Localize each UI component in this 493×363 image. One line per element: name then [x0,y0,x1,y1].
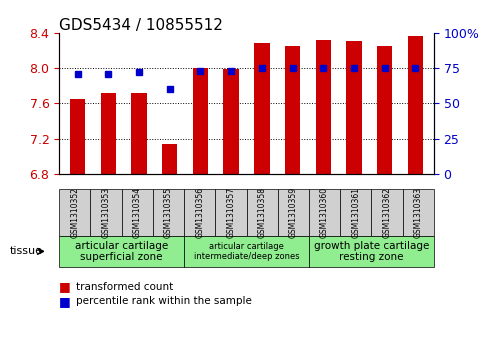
Text: GSM1310354: GSM1310354 [133,187,141,238]
Text: articular cartilage
intermediate/deep zones: articular cartilage intermediate/deep zo… [194,242,299,261]
Text: tissue: tissue [10,246,43,256]
Text: GDS5434 / 10855512: GDS5434 / 10855512 [59,18,223,33]
Bar [193,68,208,174]
Bar [377,46,392,174]
Text: GSM1310356: GSM1310356 [195,187,204,238]
Text: GSM1310361: GSM1310361 [352,187,360,238]
Text: GSM1310363: GSM1310363 [414,187,423,238]
Text: GSM1310362: GSM1310362 [383,187,391,238]
Text: GSM1310360: GSM1310360 [320,187,329,238]
Text: transformed count: transformed count [76,282,174,292]
Text: articular cartilage
superficial zone: articular cartilage superficial zone [75,241,168,262]
Bar [408,36,423,174]
Bar [223,69,239,174]
Text: GSM1310359: GSM1310359 [289,187,298,238]
Bar [254,43,270,174]
Text: ■: ■ [59,280,71,293]
Text: GSM1310353: GSM1310353 [102,187,110,238]
Bar [285,46,300,174]
Text: GSM1310355: GSM1310355 [164,187,173,238]
Bar [316,40,331,174]
Bar [162,144,177,174]
Bar [346,41,362,174]
Text: growth plate cartilage
resting zone: growth plate cartilage resting zone [314,241,429,262]
Bar [70,99,85,174]
Text: GSM1310357: GSM1310357 [226,187,235,238]
Bar [101,93,116,174]
Bar [131,93,147,174]
Text: GSM1310358: GSM1310358 [258,187,267,238]
Text: GSM1310352: GSM1310352 [70,187,79,238]
Text: percentile rank within the sample: percentile rank within the sample [76,296,252,306]
Text: ■: ■ [59,295,71,308]
